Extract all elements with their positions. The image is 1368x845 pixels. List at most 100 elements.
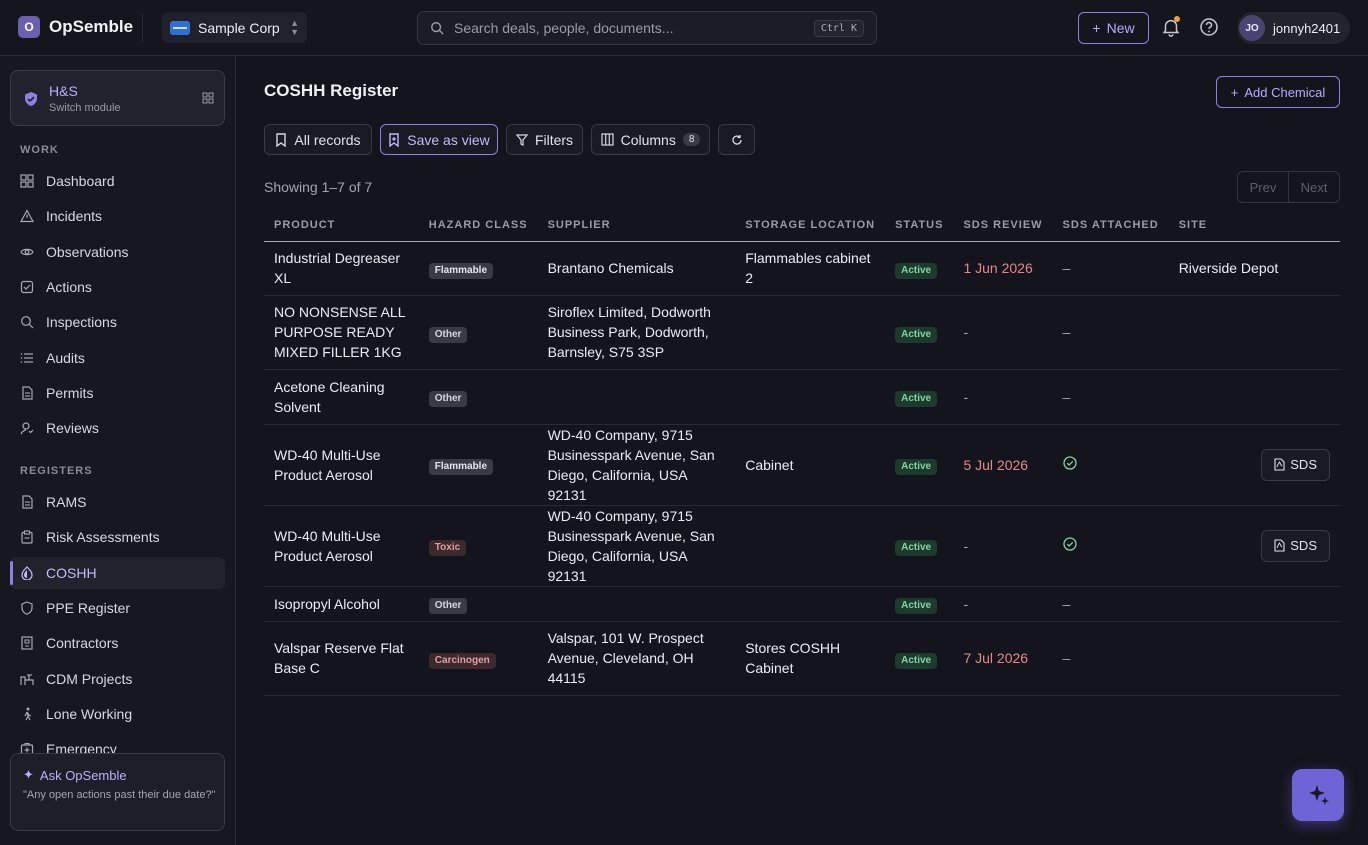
table-row[interactable]: Acetone Cleaning Solvent Other Active - …: [264, 369, 1340, 425]
sidebar-item-lone-working[interactable]: Lone Working: [10, 698, 225, 730]
hazard-cell: Other: [418, 295, 538, 370]
next-button[interactable]: Next: [1300, 179, 1328, 195]
pagination: Prev Next: [1237, 171, 1340, 203]
storage-cell: [735, 369, 886, 425]
hazard-cell: Flammable: [418, 241, 538, 296]
user-review-icon: [20, 422, 34, 435]
column-header[interactable]: SITE: [1168, 209, 1340, 242]
section-label-work: WORK: [20, 144, 59, 156]
product-cell: WD-40 Multi-Use Product Aerosol: [264, 505, 419, 587]
hazard-badge: Other: [428, 598, 468, 614]
sidebar-item-label: Reviews: [46, 420, 99, 437]
ai-assistant-button[interactable]: [1292, 769, 1344, 821]
sds-review-cell: 5 Jul 2026: [953, 424, 1053, 506]
org-flag-icon: [170, 20, 190, 35]
sidebar-item-coshh[interactable]: COSHH: [10, 556, 225, 589]
sidebar-item-incidents[interactable]: Incidents: [10, 200, 225, 232]
hazard-cell: Flammable: [418, 424, 538, 506]
prev-button[interactable]: Prev: [1238, 172, 1289, 202]
sds-attached-cell: [1052, 424, 1169, 506]
sds-attached-value: –: [1062, 324, 1071, 340]
site-cell: [1168, 586, 1340, 622]
divider: [142, 14, 143, 42]
notification-dot: [1174, 16, 1180, 22]
sidebar-item-label: Contractors: [46, 635, 119, 652]
all-records-button[interactable]: All records: [264, 124, 372, 155]
sds-button[interactable]: SDS: [1261, 529, 1330, 562]
column-header[interactable]: STATUS: [885, 209, 954, 242]
new-button-label: New: [1106, 20, 1135, 36]
storage-cell: [735, 586, 886, 622]
sds-button-label: SDS: [1290, 456, 1317, 472]
column-header[interactable]: SUPPLIER: [537, 209, 736, 242]
search-bar[interactable]: Search deals, people, documents... Ctrl …: [417, 11, 877, 45]
column-header[interactable]: SDS REVIEW: [953, 209, 1053, 242]
status-cell: Active: [885, 621, 954, 696]
sds-review-value: -: [963, 324, 969, 340]
checkbox-icon: [20, 280, 34, 293]
sidebar-item-risk-assessments[interactable]: Risk Assessments: [10, 521, 225, 553]
column-header[interactable]: STORAGE LOCATION: [735, 209, 886, 242]
search-icon: [21, 316, 34, 329]
filters-label: Filters: [534, 131, 574, 148]
table-row[interactable]: Industrial Degreaser XL Flammable Branta…: [264, 241, 1340, 296]
sidebar-item-cdm-projects[interactable]: CDM Projects: [10, 663, 225, 695]
add-chemical-button[interactable]: + Add Chemical: [1216, 76, 1340, 108]
file-pdf-icon: [1274, 539, 1285, 552]
refresh-button[interactable]: [718, 124, 755, 155]
save-as-view-button[interactable]: Save as view: [380, 124, 498, 155]
module-subtitle: Switch module: [49, 102, 121, 114]
storage-cell: Cabinet: [735, 424, 886, 506]
sidebar-item-inspections[interactable]: Inspections: [10, 306, 225, 338]
coshh-table: PRODUCT HAZARD CLASS SUPPLIER STORAGE LOCAT…: [264, 209, 1340, 696]
column-header[interactable]: PRODUCT: [264, 209, 419, 242]
sidebar-item-dashboard[interactable]: Dashboard: [10, 165, 225, 197]
sidebar-item-actions[interactable]: Actions: [10, 271, 225, 303]
new-button[interactable]: + New: [1078, 12, 1149, 44]
sidebar-item-observations[interactable]: Observations: [10, 236, 225, 268]
filters-button[interactable]: Filters: [506, 124, 583, 155]
help-icon[interactable]: [1199, 17, 1219, 37]
hazard-badge: Flammable: [428, 262, 494, 279]
user-menu[interactable]: JO jonnyh2401: [1237, 12, 1350, 44]
hazard-badge: Flammable: [428, 459, 494, 475]
hazard-cell: Other: [418, 586, 538, 622]
ask-opsemble-panel[interactable]: ✦ Ask OpSemble "Any open actions past th…: [10, 753, 225, 831]
status-badge: Active: [895, 598, 938, 614]
sds-review-value: 5 Jul 2026: [963, 456, 1029, 473]
search-input[interactable]: Search deals, people, documents...: [454, 20, 674, 36]
module-switcher[interactable]: H&S Switch module: [10, 70, 225, 126]
search-shortcut: Ctrl K: [813, 19, 864, 37]
site-cell: [1168, 295, 1340, 370]
brand[interactable]: O OpSemble: [18, 16, 133, 38]
columns-icon: [600, 133, 614, 146]
sidebar-item-audits[interactable]: Audits: [10, 342, 225, 374]
product-cell: Industrial Degreaser XL: [264, 241, 419, 296]
page-title: COSHH Register: [264, 81, 399, 100]
sds-button[interactable]: SDS: [1261, 448, 1330, 481]
table-row[interactable]: WD-40 Multi-Use Product Aerosol Flammabl…: [264, 424, 1340, 506]
column-header[interactable]: SDS ATTACHED: [1052, 209, 1169, 242]
sidebar-item-contractors[interactable]: Contractors: [10, 627, 225, 659]
ask-prompt: "Any open actions past their due date?": [23, 789, 216, 801]
sidebar-item-label: Dashboard: [46, 173, 115, 189]
org-switcher[interactable]: Sample Corp ▲ ▼: [162, 12, 307, 43]
bell-icon[interactable]: [1160, 16, 1182, 38]
refresh-icon: [731, 134, 742, 145]
status-cell: Active: [885, 369, 954, 425]
brand-name: OpSemble: [49, 17, 134, 36]
columns-button[interactable]: Columns 8: [591, 124, 710, 155]
sidebar-item-reviews[interactable]: Reviews: [10, 412, 225, 444]
sidebar-item-ppe-register[interactable]: PPE Register: [10, 592, 225, 624]
sidebar-item-rams[interactable]: RAMS: [10, 486, 225, 518]
sidebar-item-permits[interactable]: Permits: [10, 377, 225, 409]
table-row[interactable]: Isopropyl Alcohol Other Active - –: [264, 586, 1340, 622]
table-row[interactable]: WD-40 Multi-Use Product Aerosol Toxic WD…: [264, 505, 1340, 587]
sds-review-cell: 7 Jul 2026: [953, 621, 1053, 696]
table-row[interactable]: NO NONSENSE ALL PURPOSE READY MIXED FILL…: [264, 295, 1340, 370]
grid-icon: [20, 174, 34, 188]
sds-attached-value: –: [1062, 260, 1071, 276]
table-row[interactable]: Valspar Reserve Flat Base C Carcinogen V…: [264, 621, 1340, 696]
user-name: jonnyh2401: [1273, 20, 1341, 36]
column-header[interactable]: HAZARD CLASS: [418, 209, 538, 242]
